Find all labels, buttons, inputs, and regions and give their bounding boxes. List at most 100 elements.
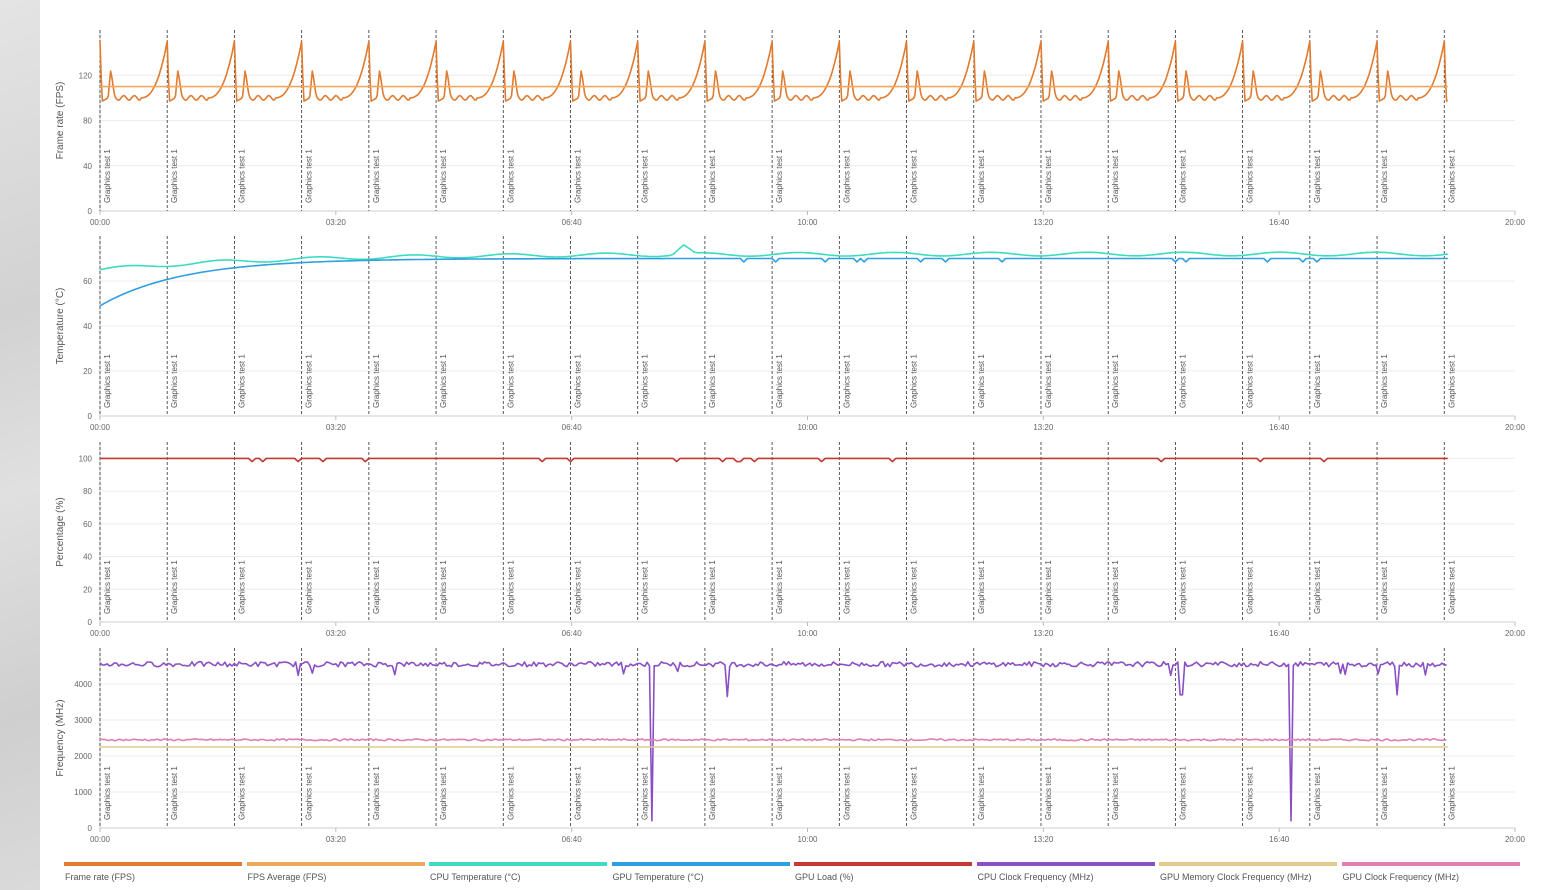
legend-label: FPS Average (FPS)	[247, 872, 327, 882]
y-axis-title: Frame rate (FPS)	[55, 82, 66, 160]
marker-label: Graphics test 1	[506, 560, 515, 614]
marker-label: Graphics test 1	[1111, 766, 1120, 820]
y-tick-label: 0	[88, 824, 93, 833]
marker-label: Graphics test 1	[1380, 354, 1389, 408]
marker-label: Graphics test 1	[910, 354, 919, 408]
legend-swatch	[1159, 862, 1337, 866]
x-tick-label: 13:20	[1033, 218, 1054, 227]
x-tick-label: 00:00	[90, 835, 111, 844]
marker-label: Graphics test 1	[372, 560, 381, 614]
legend-item-gpu-memory-clock[interactable]: GPU Memory Clock Frequency (MHz)	[1159, 860, 1337, 890]
y-tick-label: 20	[83, 585, 92, 594]
legend-item-gpu-load[interactable]: GPU Load (%)	[794, 860, 972, 890]
marker-label: Graphics test 1	[1044, 560, 1053, 614]
marker-label: Graphics test 1	[708, 560, 717, 614]
legend-item-cpu-temperature[interactable]: CPU Temperature (°C)	[429, 860, 607, 890]
x-tick-label: 20:00	[1505, 218, 1526, 227]
y-tick-label: 4000	[74, 680, 92, 689]
x-tick-label: 10:00	[797, 423, 818, 432]
marker-label: Graphics test 1	[1313, 149, 1322, 203]
x-tick-label: 06:40	[562, 835, 583, 844]
marker-label: Graphics test 1	[775, 354, 784, 408]
marker-label: Graphics test 1	[103, 354, 112, 408]
marker-label: Graphics test 1	[1447, 149, 1456, 203]
marker-label: Graphics test 1	[842, 560, 851, 614]
marker-label: Graphics test 1	[1111, 560, 1120, 614]
legend-item-fps-average[interactable]: FPS Average (FPS)	[246, 860, 425, 890]
marker-label: Graphics test 1	[237, 354, 246, 408]
marker-label: Graphics test 1	[170, 560, 179, 614]
x-tick-label: 03:20	[326, 629, 347, 638]
marker-label: Graphics test 1	[573, 354, 582, 408]
marker-label: Graphics test 1	[775, 766, 784, 820]
chart-panel-3: 0 20 40 60 80 100 00:00 03:20 06:40 10:00 13:20 16:…	[55, 442, 1526, 638]
marker-label: Graphics test 1	[1044, 766, 1053, 820]
left-background-strip	[0, 0, 40, 890]
marker-label: Graphics test 1	[910, 766, 919, 820]
marker-label: Graphics test 1	[1447, 766, 1456, 820]
y-tick-label: 80	[83, 117, 92, 126]
chart-panel-4: 0 1000 2000 3000 4000 00:00 03:20 06:40 10:00 13:…	[55, 648, 1526, 844]
x-tick-label: 16:40	[1269, 629, 1290, 638]
x-tick-label: 00:00	[90, 218, 111, 227]
chart-panel-1: 0 40 80 120 00:00 03:20 06:40 10:00 13:20 16:40 20…	[55, 30, 1526, 227]
marker-label: Graphics test 1	[439, 149, 448, 203]
y-tick-label: 40	[83, 162, 92, 171]
marker-label: Graphics test 1	[1380, 766, 1389, 820]
series-line-frame-rate-fps	[99, 40, 1449, 102]
marker-label: Graphics test 1	[1178, 766, 1187, 820]
y-tick-label: 2000	[74, 752, 92, 761]
legend-item-gpu-clock[interactable]: GPU Clock Frequency (MHz)	[1341, 860, 1520, 890]
marker-label: Graphics test 1	[1111, 354, 1120, 408]
y-tick-label: 60	[83, 520, 92, 529]
marker-label: Graphics test 1	[506, 766, 515, 820]
marker-label: Graphics test 1	[237, 560, 246, 614]
x-tick-label: 10:00	[797, 835, 818, 844]
marker-label: Graphics test 1	[439, 354, 448, 408]
legend-item-gpu-temperature[interactable]: GPU Temperature (°C)	[611, 860, 790, 890]
legend-swatch	[246, 862, 425, 866]
marker-label: Graphics test 1	[506, 354, 515, 408]
marker-label: Graphics test 1	[1246, 354, 1255, 408]
x-tick-label: 16:40	[1269, 835, 1290, 844]
x-tick-label: 00:00	[90, 629, 111, 638]
marker-label: Graphics test 1	[439, 560, 448, 614]
marker-label: Graphics test 1	[372, 766, 381, 820]
marker-label: Graphics test 1	[1380, 149, 1389, 203]
legend-label: GPU Memory Clock Frequency (MHz)	[1160, 872, 1312, 882]
y-tick-label: 0	[88, 207, 93, 216]
x-tick-label: 00:00	[90, 423, 111, 432]
series-line-cpu-temperature-c	[99, 244, 1448, 271]
marker-label: Graphics test 1	[372, 149, 381, 203]
series-line-gpu-load	[100, 457, 1448, 463]
marker-label: Graphics test 1	[372, 354, 381, 408]
legend-swatch	[611, 862, 790, 866]
legend-label: GPU Clock Frequency (MHz)	[1342, 872, 1460, 882]
marker-label: Graphics test 1	[977, 560, 986, 614]
marker-label: Graphics test 1	[842, 149, 851, 203]
legend-swatch	[64, 862, 242, 866]
marker-label: Graphics test 1	[1246, 560, 1255, 614]
marker-label: Graphics test 1	[103, 560, 112, 614]
marker-label: Graphics test 1	[1044, 149, 1053, 203]
y-tick-label: 40	[83, 322, 92, 331]
x-tick-label: 03:20	[326, 423, 347, 432]
y-tick-label: 60	[83, 277, 92, 286]
monitoring-charts: 0 40 80 120 00:00 03:20 06:40 10:00 13:20 16:40 20…	[55, 30, 1526, 844]
marker-label: Graphics test 1	[506, 149, 515, 203]
x-tick-label: 10:00	[797, 629, 818, 638]
y-tick-label: 0	[88, 412, 93, 421]
marker-label: Graphics test 1	[103, 766, 112, 820]
marker-label: Graphics test 1	[775, 560, 784, 614]
series-line-cpu-clock-frequency-mhz	[99, 660, 1447, 822]
legend-label: GPU Temperature (°C)	[612, 872, 704, 882]
legend-item-cpu-clock[interactable]: CPU Clock Frequency (MHz)	[976, 860, 1155, 890]
legend-item-frame-rate[interactable]: Frame rate (FPS)	[64, 860, 242, 890]
legend-label: CPU Temperature (°C)	[430, 872, 521, 882]
marker-label: Graphics test 1	[439, 766, 448, 820]
marker-label: Graphics test 1	[305, 560, 314, 614]
legend-label: CPU Clock Frequency (MHz)	[977, 872, 1094, 882]
series-line-gpu-clock-frequency-mhz	[99, 738, 1447, 742]
marker-label: Graphics test 1	[1447, 560, 1456, 614]
x-tick-label: 06:40	[562, 423, 583, 432]
